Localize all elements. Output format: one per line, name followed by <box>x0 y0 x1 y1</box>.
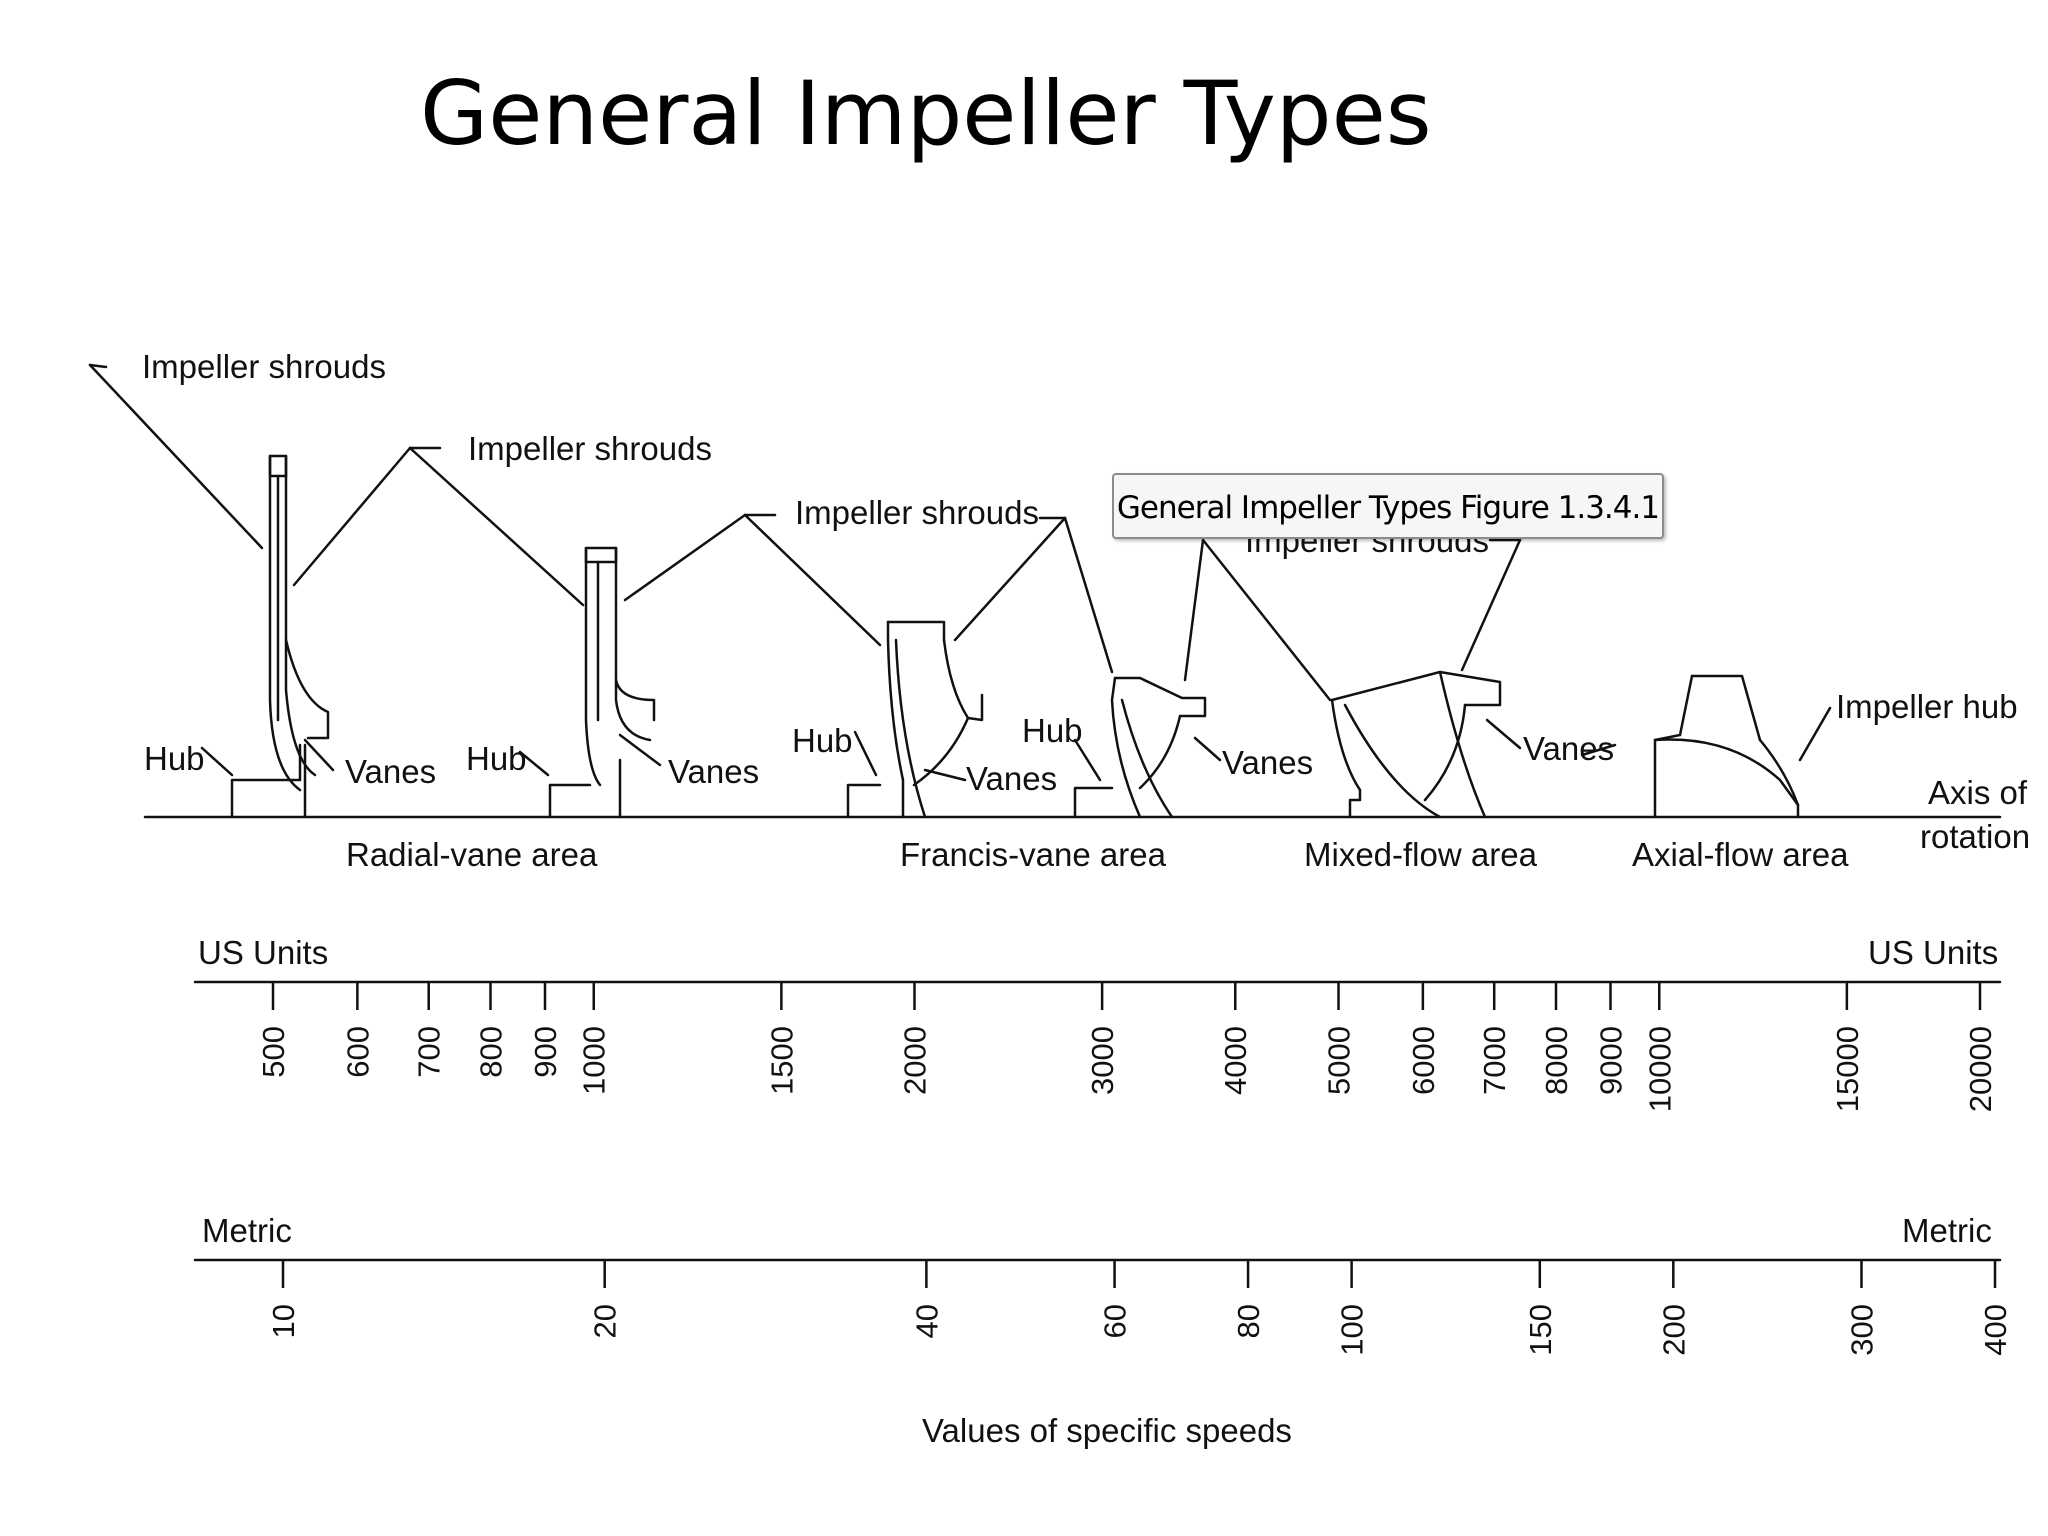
us-tick-label-10000: 10000 <box>1642 1026 1677 1112</box>
slide-title: General Impeller Types <box>420 62 1432 165</box>
us-tick-label-1500: 1500 <box>764 1026 799 1095</box>
us-tick-label-500: 500 <box>256 1026 291 1078</box>
metric-label-right: Metric <box>1902 1212 1992 1249</box>
vanes-label-2: Vanes <box>668 753 759 790</box>
us-tick-label-7000: 7000 <box>1477 1026 1512 1095</box>
shrouds-label-1: Impeller shrouds <box>142 348 386 385</box>
us-units-label-right: US Units <box>1868 934 1998 971</box>
vanes-label-1: Vanes <box>345 753 436 790</box>
us-tick-label-2000: 2000 <box>897 1026 932 1095</box>
shrouds-label-3: Impeller shrouds <box>795 494 1039 531</box>
impeller-hub-label: Impeller hub <box>1836 688 2018 725</box>
specific-speed-caption: Values of specific speeds <box>922 1412 1292 1449</box>
vanes-label-5: Vanes <box>1523 730 1614 767</box>
area-francis: Francis-vane area <box>900 836 1167 873</box>
vanes-label-4: Vanes <box>1222 744 1313 781</box>
area-radial: Radial-vane area <box>346 836 598 873</box>
metric-tick-label-200: 200 <box>1656 1304 1691 1356</box>
axis-label-line2: rotation <box>1920 818 2030 855</box>
mixed-flow-impeller <box>1330 670 1502 819</box>
us-tick-label-700: 700 <box>412 1026 447 1078</box>
us-tick-label-9000: 9000 <box>1593 1026 1628 1095</box>
shrouds-label-2: Impeller shrouds <box>468 430 712 467</box>
axial-flow-impeller <box>1653 674 1800 819</box>
metric-tick-label-10: 10 <box>266 1304 301 1338</box>
us-tick-label-800: 800 <box>473 1026 508 1078</box>
hub-label-4: Hub <box>1022 712 1083 749</box>
area-mixed: Mixed-flow area <box>1304 836 1538 873</box>
area-axial: Axial-flow area <box>1632 836 1849 873</box>
francis-impeller-small <box>1073 676 1207 819</box>
us-tick-label-4000: 4000 <box>1218 1026 1253 1095</box>
metric-tick-label-100: 100 <box>1335 1304 1370 1356</box>
us-scale-ticks: 500 600 700 800 900 1000 1500 2000 3000 4000 5000 6… <box>256 982 1998 1112</box>
us-tick-label-15000: 15000 <box>1830 1026 1865 1112</box>
radial-impeller-2 <box>548 546 656 819</box>
us-tick-label-3000: 3000 <box>1085 1026 1120 1095</box>
metric-tick-label-80: 80 <box>1231 1304 1266 1338</box>
metric-tick-label-400: 400 <box>1978 1304 2013 1356</box>
vanes-label-3: Vanes <box>966 760 1057 797</box>
metric-tick-label-20: 20 <box>588 1304 623 1338</box>
us-tick-label-1000: 1000 <box>577 1026 612 1095</box>
us-tick-label-600: 600 <box>340 1026 375 1078</box>
metric-tick-label-150: 150 <box>1523 1304 1558 1356</box>
leader-lines <box>88 363 1832 782</box>
radial-impeller-1 <box>230 454 330 819</box>
hub-label-2: Hub <box>466 740 527 777</box>
us-tick-label-8000: 8000 <box>1539 1026 1574 1095</box>
us-tick-label-20000: 20000 <box>1963 1026 1998 1112</box>
hub-label-1: Hub <box>144 740 205 777</box>
metric-label-left: Metric <box>202 1212 292 1249</box>
us-tick-label-6000: 6000 <box>1406 1026 1441 1095</box>
metric-tick-label-40: 40 <box>909 1304 944 1338</box>
hub-label-3: Hub <box>792 722 853 759</box>
metric-tick-label-300: 300 <box>1844 1304 1879 1356</box>
metric-scale-ticks: 10 20 40 60 80 100 150 200 300 400 <box>266 1260 2013 1356</box>
figure-tooltip: General Impeller Types Figure 1.3.4.1 <box>1112 473 1664 539</box>
us-units-label-left: US Units <box>198 934 328 971</box>
metric-tick-label-60: 60 <box>1098 1304 1133 1338</box>
us-tick-label-900: 900 <box>528 1026 563 1078</box>
francis-impeller-large <box>846 620 984 819</box>
us-tick-label-5000: 5000 <box>1322 1026 1357 1095</box>
axis-label-line1: Axis of <box>1928 774 2028 811</box>
